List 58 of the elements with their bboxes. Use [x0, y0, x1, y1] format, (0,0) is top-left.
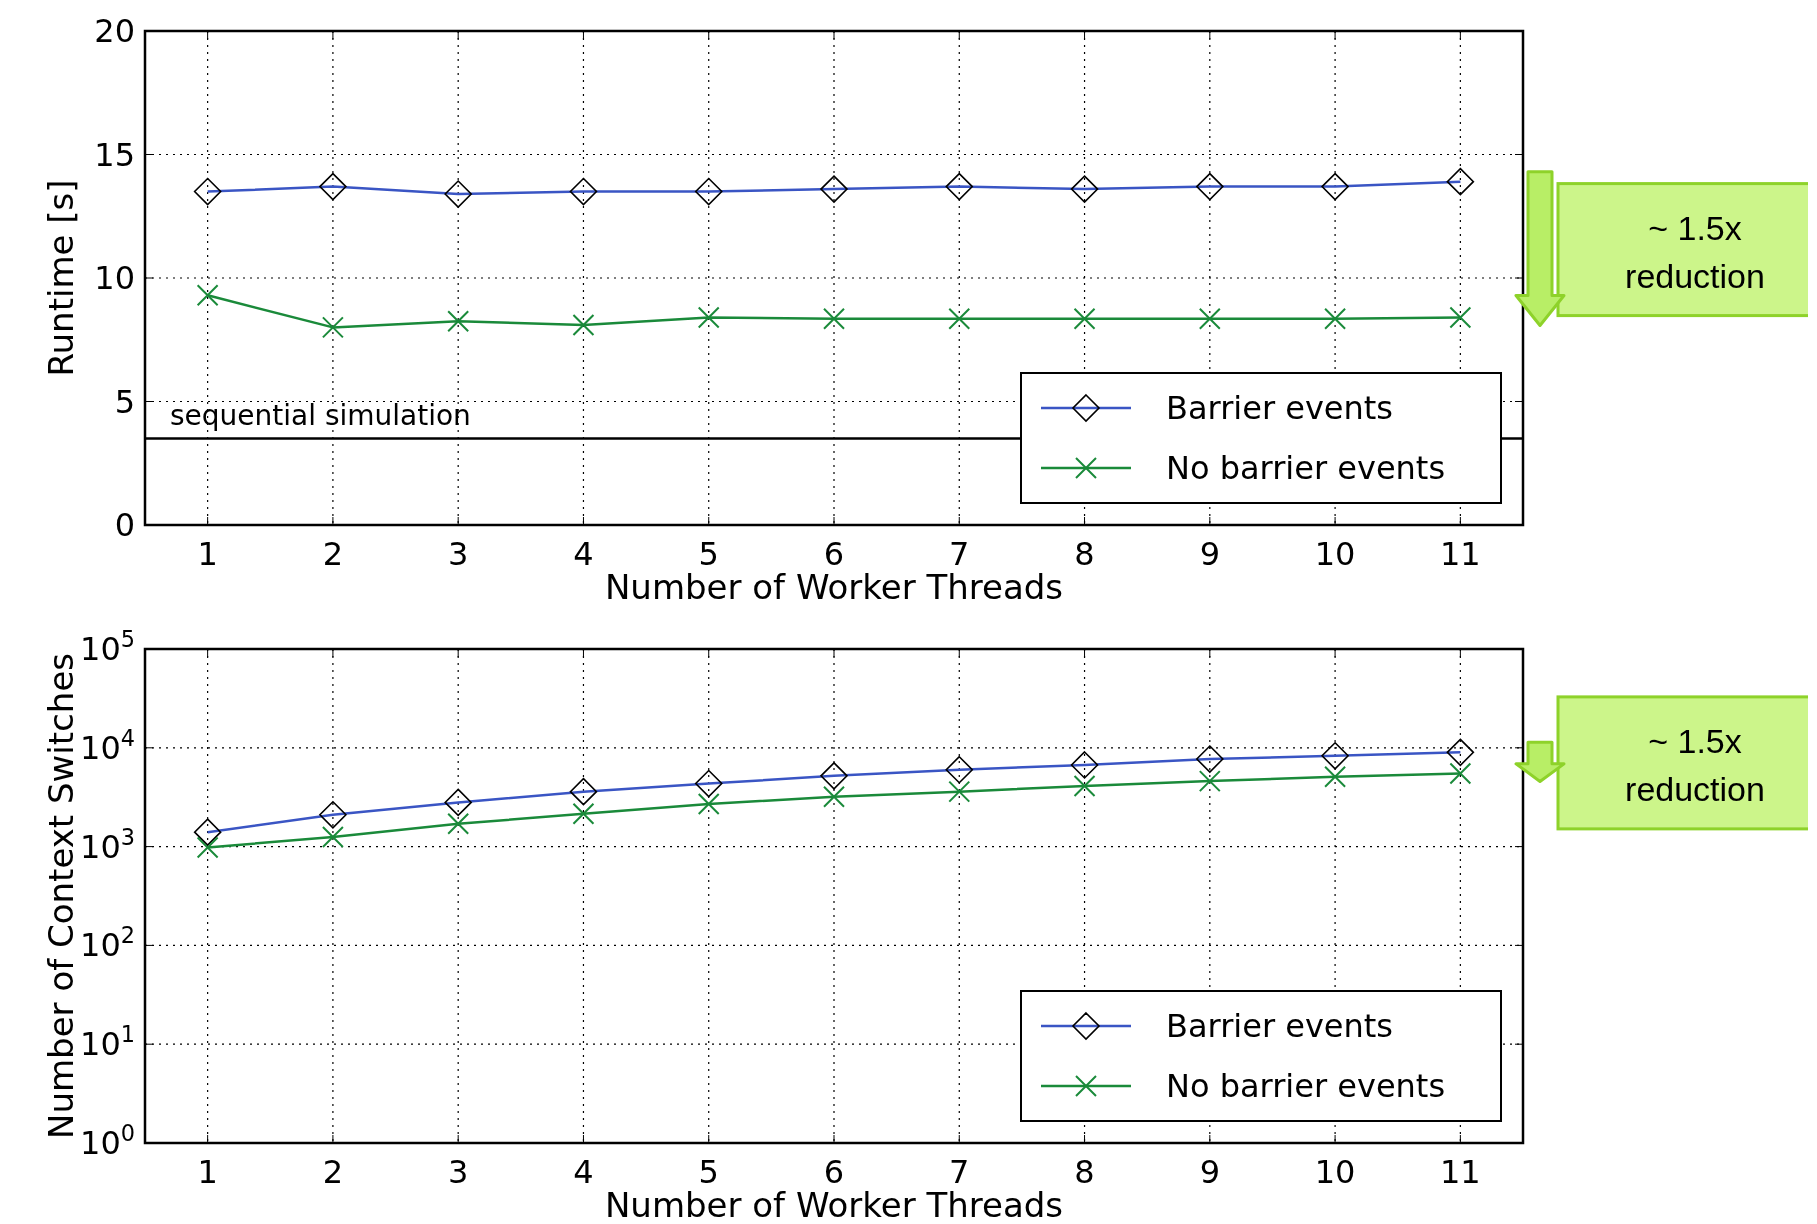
- y-tick-label: 10$^{1}$: [80, 1021, 135, 1064]
- y-axis-title: Runtime [s]: [41, 179, 81, 377]
- point: [321, 826, 344, 849]
- point: [697, 792, 720, 815]
- x-tick-label: 8: [1074, 1153, 1095, 1191]
- point: [447, 812, 470, 835]
- point: [572, 313, 595, 336]
- y-tick-label: 5: [114, 382, 135, 421]
- x-tick-label: 11: [1440, 535, 1481, 573]
- legend-label: Barrier events: [1166, 389, 1394, 427]
- point: [1449, 306, 1472, 329]
- y-tick-label: 15: [94, 135, 135, 174]
- y-axis-title: Number of Context Switches: [41, 652, 81, 1140]
- point: [1073, 775, 1096, 798]
- point: [447, 310, 470, 333]
- point: [1324, 765, 1347, 788]
- legend-label: Barrier events: [1166, 1007, 1394, 1045]
- text: ~ 1.5x reduction: [1625, 208, 1765, 295]
- point: [823, 307, 845, 330]
- point: [1324, 307, 1347, 330]
- x-tick-label: 3: [448, 1153, 469, 1191]
- x-tick-label: 4: [573, 535, 594, 573]
- legend-label: No barrier events: [1166, 1067, 1446, 1105]
- y-tick-label: 10$^{0}$: [80, 1120, 135, 1162]
- point: [1073, 307, 1096, 330]
- y-tick-label: 10$^{3}$: [80, 823, 135, 866]
- point: [321, 316, 344, 339]
- y-tick-label: 10$^{4}$: [80, 724, 135, 767]
- point: [948, 307, 971, 330]
- x-tick-label: 10: [1314, 535, 1356, 573]
- x-tick-label: 2: [322, 1153, 344, 1191]
- point: [823, 785, 845, 808]
- y-tick-label: 10: [94, 259, 135, 297]
- y-tick-label: 10$^{2}$: [80, 922, 135, 965]
- text: ~ 1.5x reduction: [1625, 721, 1765, 808]
- ref-line-label: sequential simulation: [170, 398, 471, 432]
- x-tick-label: 10: [1314, 1153, 1356, 1191]
- point: [697, 306, 720, 329]
- x-tick-label: 3: [448, 535, 469, 573]
- x-tick-label: 9: [1199, 1153, 1220, 1191]
- point: [948, 780, 971, 803]
- x-tick-label: 9: [1199, 535, 1220, 573]
- x-tick-label: 8: [1074, 535, 1095, 573]
- x-tick-label: 1: [197, 1153, 218, 1191]
- x-tick-label: 2: [322, 535, 344, 573]
- point: [196, 284, 219, 307]
- point: [1198, 307, 1221, 330]
- point: [1198, 770, 1221, 793]
- x-tick-label: 4: [573, 1153, 594, 1191]
- point: [572, 802, 595, 825]
- x-tick-label: 1: [197, 535, 218, 573]
- y-tick-label: 0: [114, 506, 135, 544]
- x-tick-label: 11: [1440, 1153, 1481, 1191]
- point: [1449, 762, 1472, 785]
- point: [196, 836, 219, 859]
- legend-label: No barrier events: [1166, 449, 1446, 487]
- y-tick-label: 20: [94, 12, 135, 50]
- y-tick-label: 10$^{5}$: [80, 626, 135, 668]
